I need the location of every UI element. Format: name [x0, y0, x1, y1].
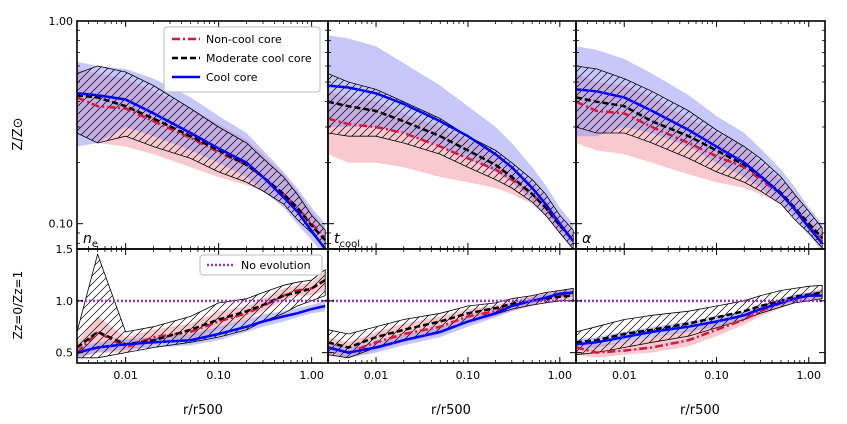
legend-bottom-frame: [199, 254, 323, 276]
legend-top-frame: [163, 26, 321, 93]
series-noncool: [576, 100, 824, 242]
xlabel-panel-1: r/r500: [183, 403, 223, 418]
x-tick-label: 1.00: [548, 369, 573, 382]
x-tick-label: 1.00: [299, 369, 324, 382]
panel-label-subscript: cool: [340, 239, 361, 250]
x-tick-label: 0.10: [206, 369, 231, 382]
panel-1-bottom-plot: [77, 252, 328, 359]
y-tick-label-top: 0.10: [49, 218, 74, 231]
panel-3-bottom-plot: [576, 284, 825, 358]
legend-label-cool: Cool core: [206, 71, 258, 84]
series-cool: [77, 92, 327, 249]
legend-label-noncool: Non-cool core: [206, 33, 282, 46]
panel-label: α: [582, 231, 592, 247]
x-tick-label: 1.00: [797, 369, 822, 382]
panels-group: 0.01 0.10 1.00 0.10 1.00 0.5 1.0 1.5 ne 0.01 0.10 1…: [49, 15, 826, 382]
xlabel-panel-3: r/r500: [680, 403, 720, 418]
y-tick-label-top: 1.00: [49, 15, 74, 28]
ratio-series-moderate: [77, 279, 326, 349]
ratio-band-moderate: [77, 252, 326, 359]
panel-3: 0.01 0.10 1.00 α: [575, 20, 826, 382]
legend-top: Non-cool core Moderate cool core Cool co…: [163, 26, 321, 93]
series-noncool: [328, 117, 575, 242]
panel-label-subscript: e: [92, 239, 98, 250]
panel-2: 0.01 0.10 1.00 tcool: [327, 20, 577, 382]
band-moderate: [576, 65, 823, 249]
x-tick-label: 0.01: [612, 369, 637, 382]
panel-label: tcool: [334, 231, 360, 250]
panel-2-bottom-plot: [328, 287, 576, 359]
ratio-series-moderate: [328, 294, 574, 349]
y-tick-label-bottom: 1.5: [56, 243, 74, 256]
legend-label-noevo: No evolution: [241, 259, 311, 272]
panel-1: 0.01 0.10 1.00 0.10 1.00 0.5 1.0 1.5 ne: [49, 15, 329, 382]
panel-2-top-plot: [328, 35, 575, 249]
band-moderate: [328, 73, 574, 249]
ratio-series-cool: [77, 304, 326, 354]
y-tick-label-bottom: 0.5: [56, 347, 74, 360]
legend-label-moderate: Moderate cool core: [206, 52, 312, 65]
bottom-frame: [575, 248, 826, 364]
x-tick-label: 0.10: [456, 369, 481, 382]
y-tick-label-bottom: 1.0: [56, 295, 74, 308]
x-tick-label: 0.01: [364, 369, 389, 382]
ratio-band-moderate: [576, 284, 823, 356]
x-tick-label: 0.10: [704, 369, 729, 382]
band-moderate: [77, 65, 326, 249]
panel-1-top-plot: [77, 61, 327, 249]
ratio-series-cool: [576, 294, 823, 346]
ratio-series-cool: [328, 291, 574, 354]
series-moderate: [77, 94, 327, 241]
x-tick-label: 0.01: [113, 369, 138, 382]
legend-bottom: No evolution: [199, 254, 323, 276]
ratio-series-moderate: [576, 291, 823, 344]
top-ylabel: Z/Z⊙: [11, 117, 26, 150]
xlabel-panel-2: r/r500: [431, 403, 471, 418]
series-cool: [576, 88, 824, 245]
panel-label: ne: [83, 231, 98, 250]
panel-3-top-plot: [576, 46, 824, 249]
bottom-ylabel: Zz=0/Zz=1: [11, 271, 25, 339]
series-moderate: [328, 100, 575, 241]
series-cool: [328, 84, 575, 242]
